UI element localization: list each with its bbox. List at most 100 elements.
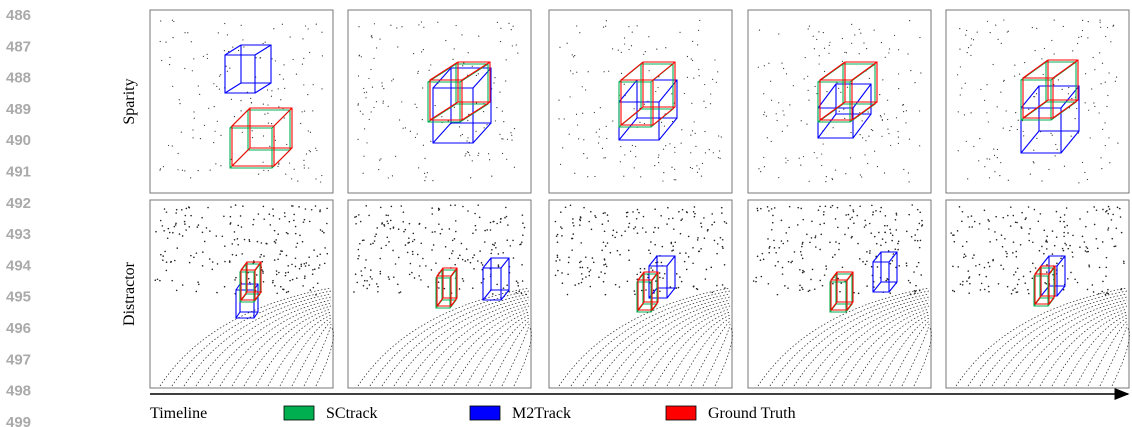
panel-frame — [946, 10, 1129, 193]
point — [377, 286, 379, 288]
point — [360, 221, 362, 223]
point — [318, 267, 320, 269]
point — [892, 260, 894, 262]
point — [874, 236, 876, 238]
point — [995, 25, 996, 26]
point — [427, 172, 428, 173]
point — [1074, 278, 1076, 280]
point — [1116, 77, 1117, 78]
point — [1017, 267, 1019, 269]
point — [474, 213, 476, 215]
point — [877, 166, 878, 167]
point — [265, 243, 267, 245]
point — [1096, 209, 1098, 211]
point — [1046, 235, 1048, 237]
point — [214, 131, 215, 132]
point — [1064, 166, 1065, 167]
point — [512, 240, 514, 242]
point — [658, 157, 659, 158]
point — [224, 245, 226, 247]
point — [1084, 172, 1085, 173]
point — [978, 160, 979, 161]
point — [1000, 91, 1001, 92]
point — [961, 87, 962, 88]
point — [1106, 257, 1108, 259]
point — [993, 148, 994, 149]
point — [984, 166, 985, 167]
point — [475, 229, 477, 231]
point — [473, 254, 475, 256]
point — [839, 111, 840, 112]
point — [412, 233, 414, 235]
point — [880, 211, 882, 213]
point — [167, 237, 169, 239]
point — [263, 135, 264, 136]
point — [612, 120, 613, 121]
point — [957, 74, 958, 75]
point — [518, 291, 520, 293]
point — [1014, 76, 1015, 77]
point — [412, 241, 414, 243]
point — [160, 254, 162, 256]
point — [232, 254, 234, 256]
point — [674, 179, 675, 180]
point — [506, 216, 508, 218]
point — [464, 260, 466, 262]
point — [603, 26, 604, 27]
point — [488, 153, 489, 154]
point — [358, 26, 359, 27]
point — [696, 288, 698, 290]
point — [819, 55, 820, 56]
point — [811, 237, 813, 239]
point — [859, 112, 860, 113]
point — [626, 212, 628, 214]
point — [1121, 232, 1123, 234]
point — [755, 281, 757, 283]
point — [475, 225, 477, 227]
point — [578, 283, 580, 285]
point — [979, 274, 981, 276]
point — [285, 275, 287, 277]
point — [465, 155, 466, 156]
point — [190, 215, 192, 217]
point — [362, 114, 363, 115]
point — [521, 241, 523, 243]
point — [391, 80, 392, 81]
point — [1090, 137, 1091, 138]
point — [806, 234, 808, 236]
point — [1088, 21, 1089, 22]
point — [1102, 209, 1104, 211]
point — [816, 39, 817, 40]
point — [1001, 43, 1002, 44]
point — [293, 220, 295, 222]
point — [430, 64, 431, 65]
point — [874, 151, 875, 152]
point — [286, 255, 288, 257]
point — [387, 223, 389, 225]
point — [913, 271, 915, 273]
point — [364, 92, 365, 93]
point — [363, 156, 364, 157]
point — [583, 139, 584, 140]
point — [588, 71, 589, 72]
point — [181, 132, 182, 133]
point — [654, 208, 656, 210]
point — [823, 214, 825, 216]
point — [303, 58, 304, 59]
point — [885, 242, 887, 244]
point — [263, 206, 265, 208]
point — [295, 233, 297, 235]
point — [369, 119, 370, 120]
point — [839, 291, 841, 293]
point — [364, 267, 366, 269]
point — [1005, 251, 1007, 253]
point — [303, 263, 305, 265]
point — [184, 221, 186, 223]
point — [353, 291, 355, 293]
point — [354, 216, 356, 218]
point — [498, 266, 500, 268]
point — [1059, 221, 1061, 223]
point — [163, 166, 164, 167]
point — [785, 157, 786, 158]
point — [361, 275, 363, 277]
